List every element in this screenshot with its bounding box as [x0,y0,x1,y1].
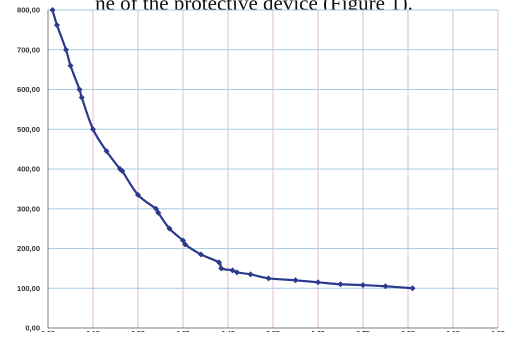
data-point-marker [54,22,60,29]
data-point-marker [135,191,141,198]
data-point-marker [76,86,83,93]
data-point-marker [234,269,240,276]
y-tick-label: 200,00 [17,244,40,253]
data-point-marker [180,237,186,244]
data-point-marker [78,94,85,101]
data-point-marker [155,209,162,216]
data-point-marker [247,271,254,278]
data-point-marker [315,279,321,286]
data-point-marker [229,267,236,274]
data-point-marker [182,241,189,248]
data-point-marker [90,126,96,133]
data-point-marker [218,265,225,272]
data-point-marker [103,148,110,155]
data-point-marker [382,283,389,290]
data-point-marker [49,7,56,13]
y-tick-label: 500,00 [17,125,40,134]
data-point-marker [337,281,344,288]
data-point-marker [292,277,299,284]
data-point-marker [265,275,272,282]
data-point-marker [360,282,366,289]
y-tick-label: 300,00 [17,204,40,213]
data-point-marker [409,285,416,292]
data-point-marker [216,259,222,266]
data-point-marker [119,167,126,174]
y-tick-label: 100,00 [17,284,40,293]
data-point-marker [63,46,69,53]
data-point-marker [166,225,173,232]
y-tick-label: 600,00 [17,85,40,94]
y-tick-label: 800,00 [17,6,40,15]
y-tick-label: 400,00 [17,165,40,174]
data-point-marker [198,251,204,258]
y-tick-label: 700,00 [17,45,40,54]
y-tick-label: 0,00 [25,324,40,333]
data-point-marker [153,205,159,212]
data-point-marker [67,62,74,69]
